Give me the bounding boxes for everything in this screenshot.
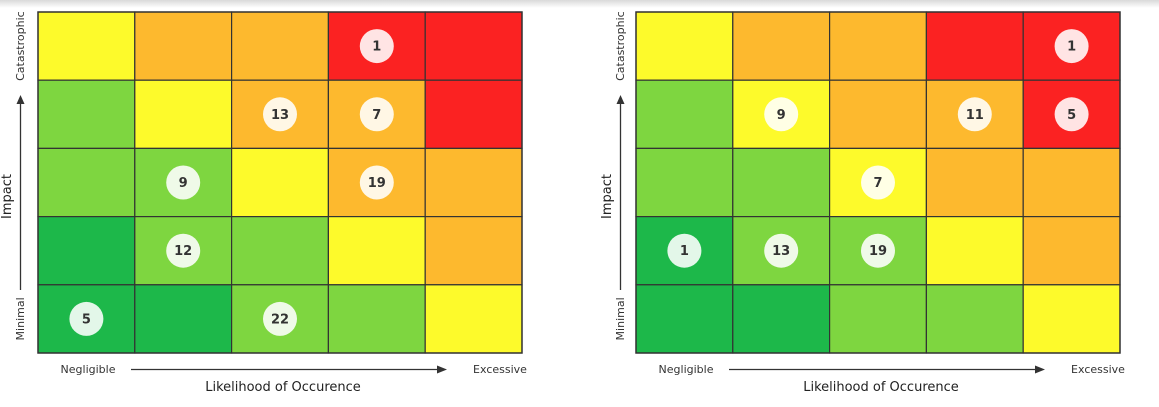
- matrix-cell: [37, 11, 136, 81]
- risk-matrix-1: 1 13 7 9 19 12 5 22 Catastrophic Minimal Impact Neg…: [0, 11, 527, 395]
- x-end-label: Excessive: [473, 363, 527, 376]
- risk-count-badge: [1054, 29, 1089, 64]
- risk-matrix-2: 19 11 571 13 19CatastrophicMinimalImpactNegl…: [600, 11, 1125, 395]
- risk-count-label: 1: [680, 244, 689, 259]
- x-start-label: Negligible: [61, 363, 116, 376]
- risk-count-label: 13: [772, 244, 790, 259]
- matrix-cell: [424, 79, 523, 149]
- risk-count-badge: [263, 97, 297, 132]
- matrix-cell: [134, 11, 233, 81]
- matrix-cell: [828, 284, 927, 354]
- risk-count-label: 5: [1067, 108, 1076, 123]
- risk-count-label: 22: [271, 312, 289, 327]
- matrix-cell: [327, 284, 426, 354]
- risk-count-label: 9: [777, 108, 786, 123]
- risk-count-badge: [861, 233, 895, 268]
- risk-count-badge: [667, 233, 702, 268]
- matrix-cell: [925, 284, 1024, 354]
- matrix-cell: [134, 79, 233, 149]
- top-shadow: [0, 0, 1159, 8]
- matrix-border: [37, 11, 523, 354]
- matrix-cell: [925, 11, 1024, 81]
- matrix-cell: [1022, 147, 1121, 218]
- matrix-cell: [732, 11, 831, 81]
- matrix-cell: [424, 11, 523, 81]
- risk-count-badge: [166, 233, 201, 268]
- matrix-cell: [732, 284, 831, 354]
- risk-count-badge: [861, 165, 895, 200]
- matrix-cell: [925, 147, 1024, 218]
- matrix-cell: [635, 79, 734, 149]
- risk-count-label: 12: [174, 244, 192, 259]
- risk-count-badge: [1054, 97, 1089, 132]
- risk-count-label: 9: [179, 176, 188, 191]
- matrix-cell: [424, 216, 523, 286]
- matrix-cell: [828, 11, 927, 81]
- matrix-cell: [925, 216, 1024, 286]
- risk-count-label: 7: [372, 108, 381, 123]
- risk-count-label: 13: [271, 108, 289, 123]
- matrix-cell: [1022, 284, 1121, 354]
- y-bottom-label: Minimal: [14, 297, 27, 340]
- matrix-cell: [231, 11, 330, 81]
- risk-count-label: 19: [368, 176, 386, 191]
- matrix-cell: [327, 216, 426, 286]
- risk-count-label: 19: [869, 244, 887, 259]
- risk-count-label: 1: [372, 40, 381, 55]
- y-axis-arrow-head: [616, 95, 625, 104]
- risk-count-badge: [957, 97, 992, 132]
- matrix-cell: [231, 147, 330, 218]
- y-axis-title: Impact: [0, 174, 15, 219]
- y-axis-arrow-head: [16, 95, 25, 104]
- risk-count-badge: [166, 165, 201, 200]
- matrix-cell: [1022, 216, 1121, 286]
- risk-count-badge: [359, 97, 394, 132]
- risk-count-badge: [359, 165, 394, 200]
- matrix-cell: [635, 11, 734, 81]
- matrix-cell: [37, 216, 136, 286]
- y-top-label: Catastrophic: [614, 11, 627, 81]
- risk-count-label: 7: [873, 176, 882, 191]
- matrix-cell: [828, 79, 927, 149]
- x-axis-arrow-head: [437, 365, 447, 374]
- y-top-label: Catastrophic: [14, 11, 27, 81]
- matrix-cell: [635, 284, 734, 354]
- matrix-cell: [37, 147, 136, 218]
- matrix-cell: [37, 79, 136, 149]
- risk-count-badge: [359, 29, 394, 64]
- matrix-border: [635, 11, 1121, 354]
- x-end-label: Excessive: [1071, 363, 1125, 376]
- matrix-cell: [732, 147, 831, 218]
- y-bottom-label: Minimal: [614, 297, 627, 340]
- matrix-cell: [231, 216, 330, 286]
- risk-count-badge: [764, 233, 799, 268]
- matrix-cell: [424, 284, 523, 354]
- x-start-label: Negligible: [659, 363, 714, 376]
- x-axis-title: Likelihood of Occurence: [205, 380, 361, 395]
- matrix-cell: [635, 147, 734, 218]
- risk-count-badge: [69, 301, 104, 336]
- risk-count-label: 5: [82, 312, 91, 327]
- matrix-cell: [134, 284, 233, 354]
- risk-count-label: 11: [966, 108, 984, 123]
- risk-count-label: 1: [1067, 40, 1076, 55]
- x-axis-title: Likelihood of Occurence: [803, 380, 959, 395]
- matrix-cell: [424, 147, 523, 218]
- x-axis-arrow-head: [1035, 365, 1045, 374]
- risk-count-badge: [263, 301, 297, 336]
- risk-count-badge: [764, 97, 799, 132]
- y-axis-title: Impact: [600, 174, 615, 219]
